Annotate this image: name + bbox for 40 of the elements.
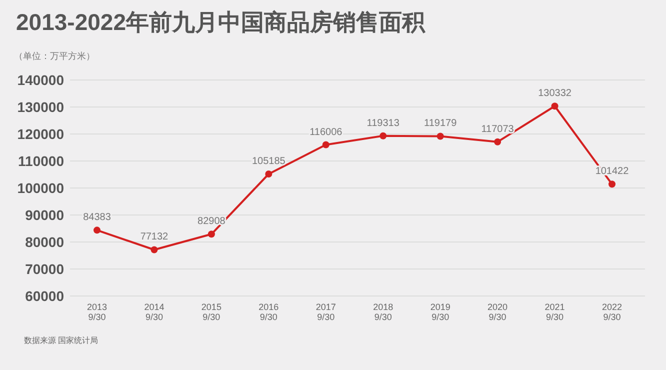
data-label: 77132 [140,232,169,243]
y-tick-label: 120000 [17,126,64,142]
point [436,132,444,140]
data-label: 116006 [310,126,343,138]
point [322,141,330,148]
point [265,170,272,178]
y-tick-label: 140000 [17,72,64,88]
x-tick-label: 2020 9/30 [488,302,508,322]
x-tick-label: 2018 9/30 [373,302,394,322]
chart-subtitle: （单位：万平方米） [14,51,95,61]
x-tick-label: 2016 9/30 [258,302,279,322]
y-tick-label: 100000 [17,180,64,196]
data-label: 84383 [83,212,112,224]
y-tick-label: 80000 [25,234,64,250]
point [208,230,215,238]
point [94,226,100,234]
x-tick-label: 2013 9/30 [86,302,108,322]
point [380,132,387,140]
y-tick-label: 110000 [18,153,64,169]
y-tick-label: 130000 [17,99,64,115]
y-tick-label: 70000 [25,261,64,277]
source-note: 数据来源 国家统计局 [24,336,98,345]
point [150,246,158,254]
y-tick-label: 60000 [25,288,64,304]
x-tick-label: 2017 9/30 [316,302,336,322]
point [494,138,502,146]
data-label: 119179 [424,118,458,130]
data-label: 119313 [366,118,400,129]
x-tick-label: 2021 9/30 [544,302,565,322]
x-tick-label: 2015 9/30 [201,302,222,322]
data-label: 117073 [481,124,514,135]
point [551,102,558,110]
data-label: 130332 [538,88,572,100]
x-tick-label: 2022 9/30 [602,302,622,322]
chart-title: 2013-2022年前九月中国商品房销售面积 [16,9,426,35]
x-tick-label: 2019 9/30 [430,302,450,322]
y-tick-label: 90000 [25,207,64,223]
data-label: 105185 [252,156,286,167]
point [608,180,616,188]
x-tick-label: 2014 9/30 [144,302,164,322]
